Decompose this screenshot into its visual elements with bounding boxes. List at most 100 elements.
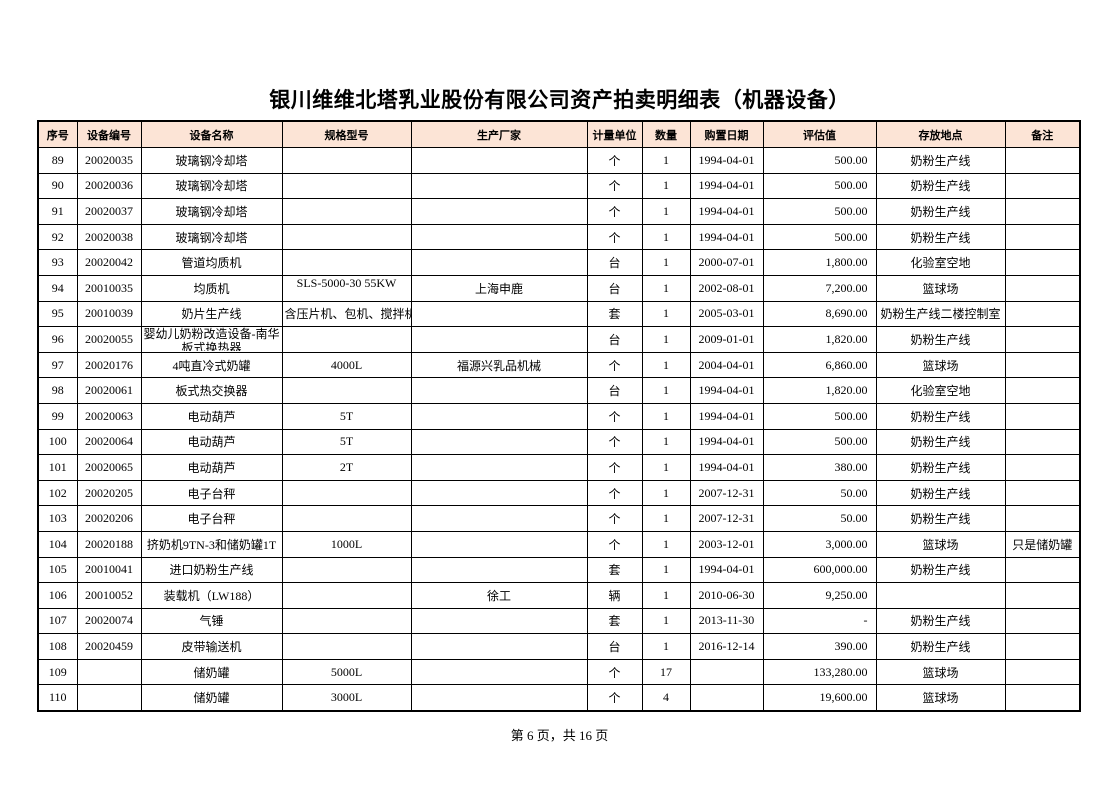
- header-row: 序号 设备编号 设备名称 规格型号 生产厂家 计量单位 数量 购置日期 评估值 存放地点 备注: [37, 120, 1081, 148]
- cell-purchase-date: [689, 684, 764, 712]
- cell-asset-name: 玻璃钢冷却塔: [140, 223, 283, 251]
- cell-asset-code: 20020042: [76, 249, 142, 276]
- cell-unit: 个: [586, 479, 643, 507]
- cell-quantity: 1: [641, 300, 691, 328]
- cell-asset-code: 20010041: [76, 556, 142, 584]
- cell-quantity: 1: [641, 223, 691, 251]
- cell-location: 篮球场: [875, 274, 1006, 302]
- cell-location: 奶粉生产线: [875, 505, 1006, 532]
- cell-unit: 个: [586, 658, 643, 686]
- cell-manufacturer: [410, 377, 588, 404]
- cell-appraised-value: 7,200.00: [762, 274, 877, 302]
- column-header-location: 存放地点: [875, 120, 1006, 148]
- table-row: 99 20020063 电动葫芦 5T 个 1 1994-04-01 500.00 奶粉生产线: [37, 402, 1081, 430]
- cell-spec: [281, 249, 412, 276]
- cell-index: 99: [37, 402, 78, 430]
- cell-asset-code: 20020205: [76, 479, 142, 507]
- table-row: 93 20020042 管道均质机 台 1 2000-07-01 1,800.00 化验室空地: [37, 249, 1081, 276]
- cell-asset-name: 储奶罐: [140, 658, 283, 686]
- cell-asset-name: 电动葫芦: [140, 402, 283, 430]
- cell-spec: [281, 633, 412, 660]
- cell-remark: [1004, 582, 1081, 609]
- cell-remark: [1004, 556, 1081, 584]
- cell-purchase-date: 2016-12-14: [689, 633, 764, 660]
- cell-asset-name: 电子台秤: [140, 505, 283, 532]
- cell-remark: [1004, 198, 1081, 225]
- cell-purchase-date: 1994-04-01: [689, 223, 764, 251]
- cell-remark: [1004, 351, 1081, 379]
- cell-appraised-value: 390.00: [762, 633, 877, 660]
- page-title: 银川维维北塔乳业股份有限公司资产拍卖明细表（机器设备）: [269, 88, 850, 112]
- table-row: 107 20020074 气锤 套 1 2013-11-30- 奶粉生产线: [37, 607, 1081, 635]
- cell-location: 奶粉生产线二楼控制室: [875, 300, 1006, 328]
- table-row: 100 20020064 电动葫芦 5T 个 1 1994-04-01 500.00 奶粉生产线: [37, 428, 1081, 456]
- table-row: 106 20010052 装载机（LW188） 徐工辆 1 2010-06-30 9,250…: [37, 582, 1081, 609]
- cell-manufacturer: [410, 172, 588, 200]
- cell-quantity: 1: [641, 556, 691, 584]
- cell-manufacturer: [410, 505, 588, 532]
- table-row: 95 20010039 奶片生产线 含压片机、包机、搅拌机 套 1 2005-03-01 8,…: [37, 300, 1081, 328]
- cell-asset-code: 20020206: [76, 505, 142, 532]
- cell-unit: 台: [586, 274, 643, 302]
- cell-manufacturer: [410, 300, 588, 328]
- cell-spec: 5000L: [281, 658, 412, 686]
- table-row: 104 20020188 挤奶机9TN-3和储奶罐1T 1000L 个 1 2003-12-…: [37, 530, 1081, 558]
- cell-purchase-date: 1994-04-01: [689, 454, 764, 481]
- cell-spec: 1000L: [281, 530, 412, 558]
- cell-unit: 个: [586, 428, 643, 456]
- cell-location: 奶粉生产线: [875, 402, 1006, 430]
- cell-appraised-value: 1,820.00: [762, 377, 877, 404]
- cell-remark: [1004, 147, 1081, 174]
- cell-unit: 个: [586, 402, 643, 430]
- cell-appraised-value: 1,800.00: [762, 249, 877, 276]
- cell-unit: 个: [586, 172, 643, 200]
- cell-unit: 台: [586, 326, 643, 353]
- cell-quantity: 1: [641, 428, 691, 456]
- cell-index: 102: [37, 479, 78, 507]
- cell-location: 奶粉生产线: [875, 198, 1006, 225]
- cell-purchase-date: 2007-12-31: [689, 479, 764, 507]
- cell-purchase-date: 1994-04-01: [689, 428, 764, 456]
- cell-asset-code: 20020459: [76, 633, 142, 660]
- cell-purchase-date: [689, 658, 764, 686]
- cell-manufacturer: [410, 223, 588, 251]
- cell-index: 106: [37, 582, 78, 609]
- cell-manufacturer: [410, 658, 588, 686]
- table-row: 92 20020038 玻璃钢冷却塔 个 1 1994-04-01 500.00 奶粉生产线: [37, 223, 1081, 251]
- cell-asset-code: 20020188: [76, 530, 142, 558]
- cell-location: [875, 582, 1006, 609]
- cell-purchase-date: 2005-03-01: [689, 300, 764, 328]
- cell-asset-name: 奶片生产线: [140, 300, 283, 328]
- cell-purchase-date: 2002-08-01: [689, 274, 764, 302]
- cell-asset-code: 20020055: [76, 326, 142, 353]
- cell-remark: [1004, 300, 1081, 328]
- cell-manufacturer: [410, 249, 588, 276]
- cell-asset-name: 玻璃钢冷却塔: [140, 198, 283, 225]
- cell-asset-name: 婴幼儿奶粉改造设备-南华板式换热器: [140, 326, 283, 353]
- cell-text: 婴幼儿奶粉改造设备-南华板式换热器: [143, 327, 280, 352]
- cell-location: 奶粉生产线: [875, 428, 1006, 456]
- cell-quantity: 1: [641, 530, 691, 558]
- cell-manufacturer: [410, 607, 588, 635]
- cell-index: 109: [37, 658, 78, 686]
- cell-quantity: 1: [641, 607, 691, 635]
- cell-unit: 个: [586, 505, 643, 532]
- cell-remark: [1004, 274, 1081, 302]
- cell-spec: 5T: [281, 428, 412, 456]
- cell-quantity: 1: [641, 198, 691, 225]
- cell-quantity: 1: [641, 147, 691, 174]
- column-header-index: 序号: [37, 120, 78, 148]
- cell-manufacturer: [410, 198, 588, 225]
- cell-purchase-date: 2007-12-31: [689, 505, 764, 532]
- cell-asset-code: 20020063: [76, 402, 142, 430]
- table-row: 89 20020035 玻璃钢冷却塔 个 1 1994-04-01 500.00 奶粉生产线: [37, 147, 1081, 174]
- cell-asset-name: 电子台秤: [140, 479, 283, 507]
- cell-location: 奶粉生产线: [875, 607, 1006, 635]
- cell-appraised-value: 3,000.00: [762, 530, 877, 558]
- table-row: 94 20010035 均质机 SLS-5000-30 55KW 上海申鹿台 1 2002-…: [37, 274, 1081, 302]
- cell-purchase-date: 2003-12-01: [689, 530, 764, 558]
- table-row: 103 20020206 电子台秤 个 1 2007-12-31 50.00 奶粉生产线: [37, 505, 1081, 532]
- cell-spec: [281, 198, 412, 225]
- cell-spec: [281, 223, 412, 251]
- cell-purchase-date: 2000-07-01: [689, 249, 764, 276]
